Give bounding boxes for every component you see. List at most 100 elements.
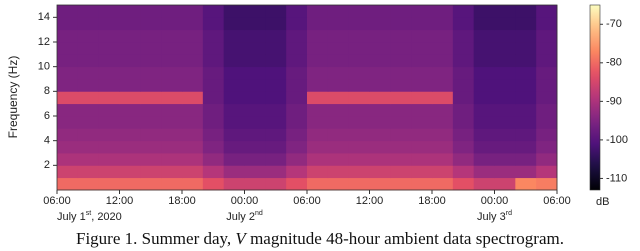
heatmap-cell <box>390 29 412 43</box>
date-label: July 2nd <box>226 210 263 223</box>
heatmap-cell <box>307 177 329 191</box>
heatmap-cell <box>244 177 266 191</box>
x-tick-label: 12:00 <box>356 195 384 207</box>
heatmap-cell <box>348 91 370 105</box>
heatmap-cell <box>98 177 120 191</box>
date-label: July 3rd <box>477 210 512 223</box>
heatmap-cell <box>223 153 245 166</box>
heatmap-cell <box>536 116 558 129</box>
heatmap-cell <box>265 17 287 31</box>
heatmap-cell <box>77 91 100 105</box>
heatmap-cell <box>369 79 391 92</box>
heatmap-cell <box>140 42 162 55</box>
heatmap-cell <box>390 54 412 68</box>
heatmap-cell <box>77 79 100 92</box>
heatmap-cell <box>182 177 204 191</box>
x-tick-label: 18:00 <box>418 195 446 207</box>
heatmap-cell <box>265 91 287 105</box>
heatmap-cell <box>307 17 329 31</box>
heatmap-cell <box>494 17 516 31</box>
heatmap-cell <box>473 91 495 105</box>
y-tick-label: 2 <box>44 159 50 171</box>
date-superscript: nd <box>255 210 263 217</box>
heatmap-cell <box>473 140 495 154</box>
heatmap-cell <box>161 79 183 92</box>
heatmap-cell <box>432 153 454 166</box>
heatmap-cell <box>202 54 225 68</box>
heatmap-cell <box>265 5 287 18</box>
heatmap-cell <box>473 177 495 191</box>
heatmap-cell <box>265 177 287 191</box>
heatmap-cell <box>369 165 391 179</box>
heatmap-cell <box>515 29 537 43</box>
heatmap-cell <box>182 103 204 117</box>
heatmap-cell <box>244 17 266 31</box>
heatmap-cell <box>411 17 433 31</box>
heatmap-cell <box>411 5 433 18</box>
heatmap-cell <box>244 54 266 68</box>
heatmap-cell <box>161 91 183 105</box>
heatmap-cell <box>473 128 495 142</box>
heatmap-cell <box>369 140 391 154</box>
heatmap-cell <box>452 103 475 117</box>
heatmap-cell <box>140 177 162 191</box>
heatmap-cell <box>286 29 308 43</box>
heatmap-cell <box>473 79 495 92</box>
heatmap-cell <box>307 91 329 105</box>
heatmap-cell <box>57 91 79 105</box>
heatmap-cell <box>348 42 370 55</box>
date-text: July 1 <box>57 211 86 223</box>
heatmap-cell <box>119 140 141 154</box>
heatmap-cell <box>327 42 350 55</box>
heatmap-cell <box>369 17 391 31</box>
heatmap-cell <box>223 66 245 80</box>
heatmap-cell <box>536 128 558 142</box>
heatmap-cell <box>119 66 141 80</box>
heatmap-cell <box>98 54 120 68</box>
heatmap-cell <box>119 128 141 142</box>
heatmap-cell <box>307 153 329 166</box>
heatmap-cell <box>182 29 204 43</box>
heatmap-cell <box>265 103 287 117</box>
heatmap-cell <box>223 91 245 105</box>
heatmap-cell <box>452 165 475 179</box>
heatmap-cell <box>473 165 495 179</box>
heatmap-cell <box>119 165 141 179</box>
heatmap-cell <box>140 128 162 142</box>
heatmap-cell <box>202 128 225 142</box>
heatmap-cell <box>411 153 433 166</box>
heatmap-cell <box>432 66 454 80</box>
heatmap-cell <box>307 103 329 117</box>
heatmap-cell <box>182 128 204 142</box>
heatmap-cell <box>536 5 558 18</box>
heatmap-cell <box>494 177 516 191</box>
heatmap-cell <box>536 140 558 154</box>
heatmap-cell <box>536 91 558 105</box>
heatmap-cell <box>348 17 370 31</box>
heatmap-cell <box>369 91 391 105</box>
heatmap-cell <box>536 66 558 80</box>
heatmap-cell <box>327 177 350 191</box>
heatmap-cell <box>432 54 454 68</box>
heatmap-cell <box>327 116 350 129</box>
y-tick-label: 12 <box>38 36 50 48</box>
heatmap-cell <box>473 5 495 18</box>
heatmap-cell <box>161 177 183 191</box>
heatmap-cell <box>140 79 162 92</box>
heatmap-cell <box>452 17 475 31</box>
heatmap-cell <box>265 128 287 142</box>
heatmap-cell <box>77 128 100 142</box>
heatmap-cell <box>98 66 120 80</box>
heatmap-cell <box>327 29 350 43</box>
heatmap-cell <box>432 17 454 31</box>
heatmap-cell <box>536 42 558 55</box>
heatmap-cell <box>202 116 225 129</box>
heatmap-cell <box>286 79 308 92</box>
heatmap-cell <box>390 79 412 92</box>
heatmap-cell <box>307 5 329 18</box>
heatmap-cell <box>140 165 162 179</box>
heatmap-cell <box>411 128 433 142</box>
heatmap-cell <box>515 17 537 31</box>
heatmap-cell <box>348 177 370 191</box>
heatmap-cell <box>327 91 350 105</box>
